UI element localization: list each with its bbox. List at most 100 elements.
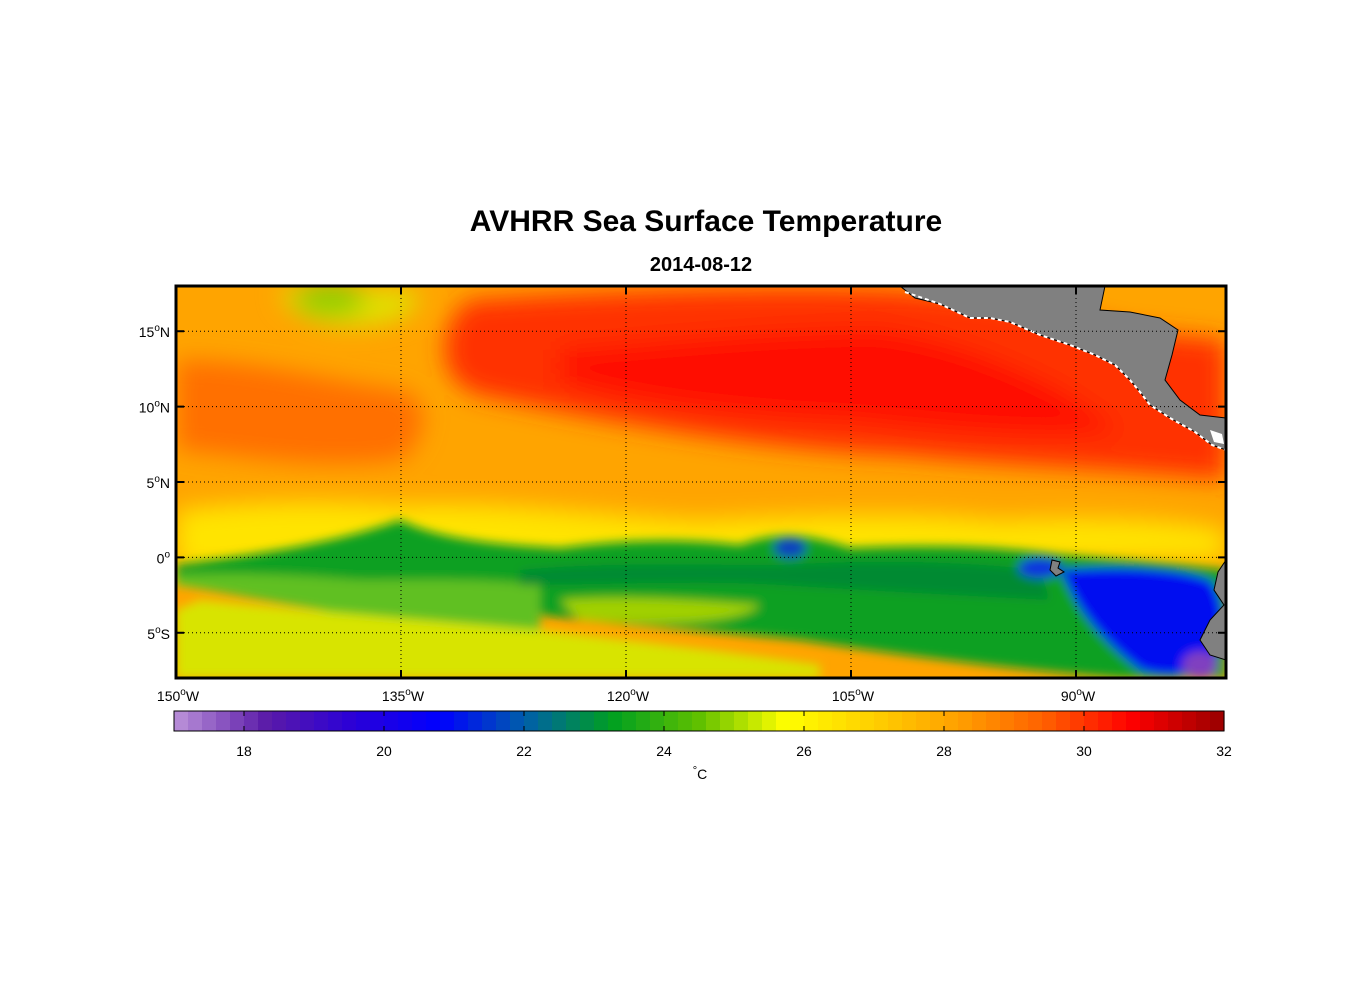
colorbar-cell	[1210, 711, 1225, 731]
lon-label: 90oW	[1061, 687, 1096, 704]
colorbar-cells	[174, 711, 1225, 731]
map-title: AVHRR Sea Surface Temperature	[469, 205, 943, 238]
colorbar-tick-label: 32	[1216, 743, 1232, 759]
longitude-labels: 150oW 135oW 120oW 105oW 90oW	[157, 687, 1096, 704]
colorbar-ticks	[243, 711, 1225, 731]
colorbar-cell	[454, 711, 469, 731]
colorbar-cell	[1070, 711, 1085, 731]
latitude-labels: 15oN 10oN 5oN 0o 5oS	[139, 323, 171, 642]
colorbar-cell	[664, 711, 679, 731]
colorbar-cell	[1154, 711, 1169, 731]
colorbar-tick-label: 22	[516, 743, 532, 759]
colorbar: 18 20 22 24 26 28 30 32 °C	[173, 710, 1232, 782]
colorbar-cell	[804, 711, 819, 731]
land-south-america	[1199, 559, 1226, 661]
colorbar-cell	[524, 711, 539, 731]
colorbar-cell	[1168, 711, 1183, 731]
colorbar-cell	[188, 711, 203, 731]
colorbar-cell	[734, 711, 749, 731]
colorbar-cell	[258, 711, 273, 731]
colorbar-tick-label: 28	[936, 743, 952, 759]
colorbar-cell	[216, 711, 231, 731]
map-subtitle: 2014-08-12	[649, 254, 753, 276]
colorbar-cell	[692, 711, 707, 731]
colorbar-cell	[930, 711, 945, 731]
colorbar-cell	[244, 711, 259, 731]
lat-label: 0o	[157, 549, 171, 566]
colorbar-cell	[412, 711, 427, 731]
colorbar-cell	[678, 711, 693, 731]
colorbar-tick-label: 18	[236, 743, 252, 759]
colorbar-cell	[1140, 711, 1155, 731]
colorbar-cell	[1182, 711, 1197, 731]
colorbar-cell	[552, 711, 567, 731]
colorbar-frame	[173, 710, 1225, 732]
colorbar-cell	[608, 711, 623, 731]
colorbar-cell	[370, 711, 385, 731]
colorbar-cell	[1042, 711, 1057, 731]
colorbar-cell	[776, 711, 791, 731]
colorbar-cell	[1000, 711, 1015, 731]
colorbar-cell	[286, 711, 301, 731]
colorbar-cell	[748, 711, 763, 731]
colorbar-tick-label: 24	[656, 743, 672, 759]
colorbar-cell	[398, 711, 413, 731]
colorbar-cell	[174, 711, 189, 731]
lat-label: 5oN	[147, 474, 170, 491]
colorbar-labels: 18 20 22 24 26 28 30 32	[236, 743, 1232, 759]
colorbar-cell	[440, 711, 455, 731]
lon-label: 150oW	[157, 687, 200, 704]
colorbar-cell	[272, 711, 287, 731]
gridlines	[176, 286, 1226, 678]
colorbar-cell	[594, 711, 609, 731]
sst-field	[176, 286, 1226, 678]
colorbar-cell	[482, 711, 497, 731]
colorbar-cell	[566, 711, 581, 731]
colorbar-cell	[314, 711, 329, 731]
land-gulf-panama	[1210, 430, 1224, 444]
colorbar-cell	[580, 711, 595, 731]
colorbar-cell	[902, 711, 917, 731]
colorbar-cell	[426, 711, 441, 731]
colorbar-cell	[818, 711, 833, 731]
colorbar-cell	[384, 711, 399, 731]
colorbar-cell	[356, 711, 371, 731]
colorbar-cell	[986, 711, 1001, 731]
colorbar-cell	[972, 711, 987, 731]
colorbar-cell	[846, 711, 861, 731]
lon-label: 120oW	[607, 687, 650, 704]
lat-label: 5oS	[147, 625, 170, 642]
colorbar-cell	[1112, 711, 1127, 731]
colorbar-cell	[944, 711, 959, 731]
colorbar-cell	[202, 711, 217, 731]
colorbar-cell	[874, 711, 889, 731]
colorbar-cell	[762, 711, 777, 731]
colorbar-cell	[328, 711, 343, 731]
colorbar-cell	[860, 711, 875, 731]
colorbar-cell	[1196, 711, 1211, 731]
colorbar-cell	[1098, 711, 1113, 731]
colorbar-cell	[706, 711, 721, 731]
colorbar-cell	[958, 711, 973, 731]
colorbar-cell	[1014, 711, 1029, 731]
colorbar-cell	[342, 711, 357, 731]
land-masses	[899, 286, 1226, 661]
axis-ticks	[175, 286, 1226, 678]
lon-label: 135oW	[382, 687, 425, 704]
colorbar-cell	[622, 711, 637, 731]
colorbar-tick-label: 30	[1076, 743, 1092, 759]
colorbar-cell	[636, 711, 651, 731]
colorbar-cell	[230, 711, 245, 731]
colorbar-cell	[888, 711, 903, 731]
colorbar-tick-label: 20	[376, 743, 392, 759]
colorbar-cell	[468, 711, 483, 731]
colorbar-unit: °C	[693, 765, 708, 782]
colorbar-cell	[1126, 711, 1141, 731]
lon-label: 105oW	[832, 687, 875, 704]
land-central-america-coast	[904, 291, 1226, 451]
land-galapagos	[1049, 559, 1065, 577]
colorbar-cell	[1056, 711, 1071, 731]
colorbar-tick-label: 26	[796, 743, 812, 759]
colorbar-cell	[510, 711, 525, 731]
colorbar-cell	[300, 711, 315, 731]
